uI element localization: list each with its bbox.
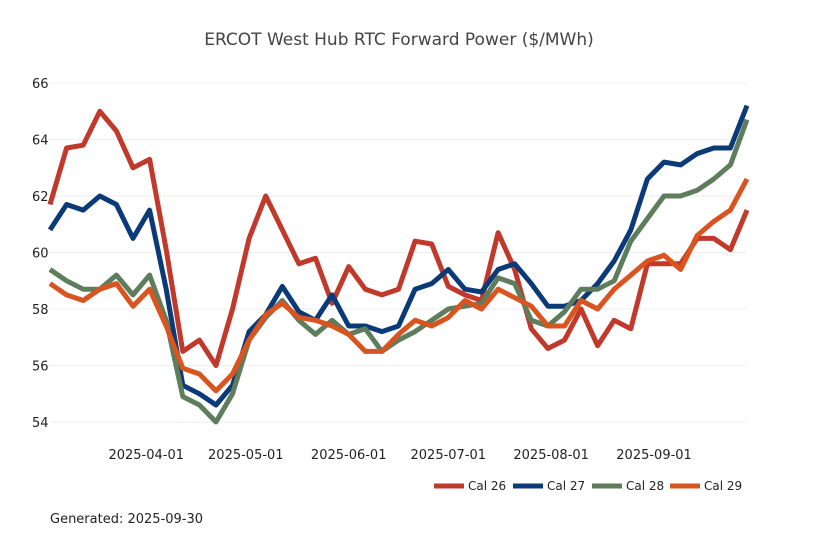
y-tick-label: 60	[32, 247, 49, 262]
series-line-cal-29	[48, 177, 750, 394]
y-tick-label: 62	[32, 190, 49, 205]
y-tick-label: 54	[32, 416, 49, 431]
x-tick-label: 2025-06-01	[311, 448, 387, 463]
series-line-cal-28	[48, 118, 750, 425]
x-tick-label: 2025-09-01	[616, 448, 692, 463]
x-tick-label: 2025-05-01	[208, 448, 284, 463]
legend-label: Cal 27	[547, 479, 585, 493]
generated-timestamp: Generated: 2025-09-30	[50, 512, 204, 527]
series-line-cal-27	[47, 104, 750, 408]
chart-title: ERCOT West Hub RTC Forward Power ($/MWh)	[204, 30, 594, 50]
series-line-cal-26	[47, 108, 750, 368]
legend-label: Cal 29	[704, 479, 742, 493]
y-tick-label: 66	[32, 77, 49, 92]
y-tick-label: 58	[32, 303, 49, 318]
x-tick-label: 2025-07-01	[411, 448, 487, 463]
legend-label: Cal 26	[468, 479, 506, 493]
y-tick-label: 64	[32, 134, 49, 149]
legend-label: Cal 28	[626, 479, 664, 493]
x-tick-label: 2025-08-01	[513, 448, 589, 463]
x-tick-label: 2025-04-01	[108, 448, 184, 463]
y-tick-label: 56	[32, 360, 49, 375]
